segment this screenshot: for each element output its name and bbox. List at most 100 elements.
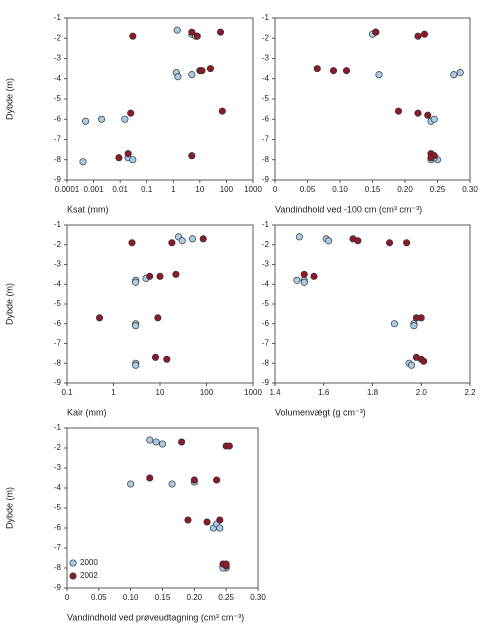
data-point [450,71,458,79]
y-tick-label: -4 [54,483,62,492]
y-tick-label: -1 [262,13,270,22]
data-point [293,276,301,284]
data-point [168,480,176,488]
x-tick-label: 0.15 [365,185,381,194]
y-tick-label: -9 [54,378,62,387]
x-tick-label: 0.30 [462,185,478,194]
y-tick-label: -1 [54,13,62,22]
data-point [375,71,383,79]
y-tick-label: -8 [54,563,62,572]
data-point [174,73,182,81]
y-tick-label: -2 [262,33,270,42]
data-point [188,152,196,160]
data-point [151,353,160,361]
x-tick-label: 0 [273,185,278,194]
legend-label: 2000 [80,558,98,567]
data-point [199,235,207,243]
x-axis-label: Kair (mm) [67,407,107,417]
data-point [206,65,214,73]
y-tick-label: -8 [54,358,62,367]
x-tick-label: 1.4 [269,388,281,397]
x-tick-label: 0.10 [123,593,139,602]
data-point [216,28,225,36]
x-tick-label: 0.30 [250,593,266,602]
data-point [98,115,106,123]
x-tick-label: 0.1 [61,388,73,397]
data-point [146,272,154,280]
x-tick-label: 0.001 [84,185,105,194]
data-point [407,361,416,369]
y-tick-label: -3 [54,260,62,269]
data-point [127,109,135,117]
x-tick-label: 1000 [244,185,262,194]
data-point [354,237,362,245]
data-point [213,476,221,484]
y-tick-label: -2 [262,240,270,249]
x-tick-label: 10 [156,388,165,397]
y-tick-label: -2 [54,240,62,249]
x-tick-label: 1.6 [318,388,330,397]
y-tick-label: -2 [54,33,62,42]
x-tick-label: 0.0001 [55,185,80,194]
data-point [163,355,171,363]
data-point [300,270,308,278]
y-tick-label: -7 [54,339,62,348]
data-point [424,111,432,119]
data-point [427,154,435,162]
y-tick-label: -3 [262,54,270,63]
data-point [218,107,226,115]
data-point [154,314,162,322]
data-point [216,516,224,524]
data-point [420,30,429,38]
y-tick-label: -5 [54,94,62,103]
data-point [414,109,422,117]
data-point [132,361,140,369]
data-point [129,32,137,40]
y-tick-label: -9 [262,175,270,184]
data-point [329,67,338,75]
y-tick-label: -3 [262,260,270,269]
y-tick-label: -5 [54,503,62,512]
x-tick-label: 2.0 [416,388,428,397]
x-tick-label: 0.25 [218,593,234,602]
data-point [203,518,211,526]
y-axis-label: Dybde (m) [4,78,14,120]
data-point [420,357,428,365]
data-point [124,150,132,158]
y-tick-label: -1 [54,423,62,432]
y-tick-label: -4 [54,74,62,83]
x-tick-label: 1 [111,388,116,397]
x-tick-label: 0.25 [430,185,446,194]
y-tick-label: -6 [262,114,270,123]
data-point [372,28,380,36]
x-tick-label: 0.20 [187,593,203,602]
data-point [300,278,308,286]
data-point [82,117,90,125]
y-tick-label: -6 [262,319,270,328]
data-point [216,524,224,532]
y-tick-label: -9 [54,175,62,184]
y-tick-label: -7 [54,135,62,144]
data-point [178,237,186,245]
data-point [342,67,351,75]
x-axis-label: Vandindhold ved prøveudtagning (cm³ cm⁻³… [67,612,244,622]
data-point [172,270,180,278]
data-point [168,239,176,247]
y-axis-label: Dybde (m) [4,487,14,529]
data-point [386,239,394,247]
y-tick-label: -7 [262,135,270,144]
data-point [225,442,233,450]
y-tick-label: -3 [54,463,62,472]
y-tick-label: -6 [54,319,62,328]
y-tick-label: -6 [54,523,62,532]
data-point [95,314,104,322]
data-point [403,239,411,247]
data-point [193,32,201,40]
data-point [132,322,140,330]
y-tick-label: -9 [262,378,270,387]
data-point [128,239,136,247]
x-tick-label: 0.10 [332,185,348,194]
y-tick-label: -3 [54,54,62,63]
x-tick-label: 2.2 [464,388,476,397]
data-point [188,235,197,243]
